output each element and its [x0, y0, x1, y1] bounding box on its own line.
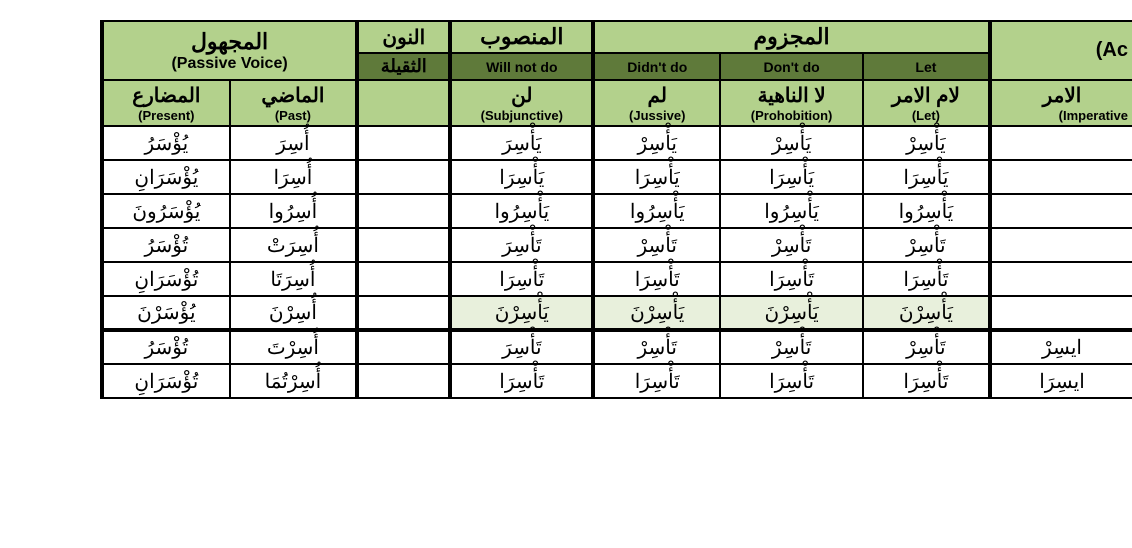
table-cell: أُسِرَتَا	[230, 262, 357, 296]
hdr-mansoub-en: Will not do	[450, 53, 593, 80]
table-cell	[357, 228, 450, 262]
table-cell	[990, 126, 1132, 160]
table-cell: تَأْسِرَ	[450, 228, 593, 262]
table-cell: يُؤْسَرَانِ	[102, 160, 230, 194]
table-cell: ايسِرَا	[990, 364, 1132, 398]
hdr-passive: المجهول (Passive Voice)	[102, 21, 357, 80]
hdr-noon-1: النون	[357, 21, 450, 53]
table-cell: يَأْسِرَا	[720, 160, 863, 194]
table-cell: تَأْسِرَا	[863, 364, 990, 398]
table-cell: يَأْسِرْنَ	[720, 296, 863, 330]
table-cell: يَأْسِرْ	[863, 126, 990, 160]
table-cell: يَأْسِرُوا	[450, 194, 593, 228]
table-cell: تَأْسِرْ	[593, 228, 720, 262]
table-cell: يَأْسِرُوا	[720, 194, 863, 228]
sub-amr: الامر (Imperative	[990, 80, 1132, 126]
table-cell: يَأْسِرْ	[720, 126, 863, 160]
sub-lan: لن (Subjunctive)	[450, 80, 593, 126]
table-cell: تَأْسِرْ	[863, 228, 990, 262]
sub-present: المضارع (Present)	[102, 80, 230, 126]
table-cell: يَأْسِرُوا	[863, 194, 990, 228]
table-cell	[357, 296, 450, 330]
table-cell	[357, 126, 450, 160]
table-cell: تَأْسِرْ	[720, 228, 863, 262]
table-cell: يَأْسِرَ	[450, 126, 593, 160]
table-cell: تَأْسِرَا	[450, 364, 593, 398]
sub-lamamr: لام الامر (Let)	[863, 80, 990, 126]
table-cell	[990, 228, 1132, 262]
table-cell: تَأْسِرَا	[720, 262, 863, 296]
table-cell: يَأْسِرْنَ	[863, 296, 990, 330]
hdr-mansoub-ar: المنصوب	[450, 21, 593, 53]
table-cell: تَأْسِرْ	[593, 330, 720, 364]
table-cell	[990, 194, 1132, 228]
table-cell: أُسِرْتُمَا	[230, 364, 357, 398]
table-cell: تَأْسِرَ	[450, 330, 593, 364]
table-cell	[990, 160, 1132, 194]
table-cell	[990, 296, 1132, 330]
table-cell: يَأْسِرَا	[593, 160, 720, 194]
table-cell: تَأْسِرَا	[863, 262, 990, 296]
table-cell: تُؤْسَرَانِ	[102, 262, 230, 296]
table-cell: تَأْسِرَا	[593, 262, 720, 296]
table-cell: ايسِرْ	[990, 330, 1132, 364]
sub-lam: لم (Jussive)	[593, 80, 720, 126]
table-cell: أُسِرَتْ	[230, 228, 357, 262]
table-cell: تُؤْسَرُ	[102, 330, 230, 364]
table-cell: يَأْسِرَا	[450, 160, 593, 194]
sub-la: لا الناهية (Prohobition)	[720, 80, 863, 126]
table-cell: تَأْسِرْ	[863, 330, 990, 364]
hdr-active: (Ac	[990, 21, 1132, 80]
table-cell	[357, 330, 450, 364]
table-cell: يَأْسِرُوا	[593, 194, 720, 228]
table-cell: يَأْسِرَا	[863, 160, 990, 194]
table-cell: أُسِرُوا	[230, 194, 357, 228]
table-cell	[357, 262, 450, 296]
table-cell	[990, 262, 1132, 296]
table-cell	[357, 364, 450, 398]
table-cell: تَأْسِرْ	[720, 330, 863, 364]
table-cell: يَأْسِرْنَ	[450, 296, 593, 330]
table-cell	[357, 194, 450, 228]
conjugation-table: المجهول (Passive Voice) النون المنصوب ال…	[100, 20, 1132, 399]
hdr-noon-2: الثقيلة	[357, 53, 450, 80]
hdr-let: Let	[863, 53, 990, 80]
sub-noon	[357, 80, 450, 126]
table-cell: تَأْسِرَا	[720, 364, 863, 398]
table-cell: تُؤْسَرُ	[102, 228, 230, 262]
table-cell: تُؤْسَرَانِ	[102, 364, 230, 398]
sub-past: الماضي (Past)	[230, 80, 357, 126]
table-cell: أُسِرْتَ	[230, 330, 357, 364]
table-cell	[357, 160, 450, 194]
table-cell: يَأْسِرْ	[593, 126, 720, 160]
table-cell: يُؤْسَرُ	[102, 126, 230, 160]
table-cell: تَأْسِرَا	[593, 364, 720, 398]
hdr-majzoom-ar: المجزوم	[593, 21, 990, 53]
hdr-dont: Don't do	[720, 53, 863, 80]
table-cell: يُؤْسَرُونَ	[102, 194, 230, 228]
table-cell: تَأْسِرَا	[450, 262, 593, 296]
table-cell: أُسِرَ	[230, 126, 357, 160]
table-cell: أُسِرْنَ	[230, 296, 357, 330]
table-cell: أُسِرَا	[230, 160, 357, 194]
hdr-didnt: Didn't do	[593, 53, 720, 80]
table-cell: يُؤْسَرْنَ	[102, 296, 230, 330]
table-cell: يَأْسِرْنَ	[593, 296, 720, 330]
